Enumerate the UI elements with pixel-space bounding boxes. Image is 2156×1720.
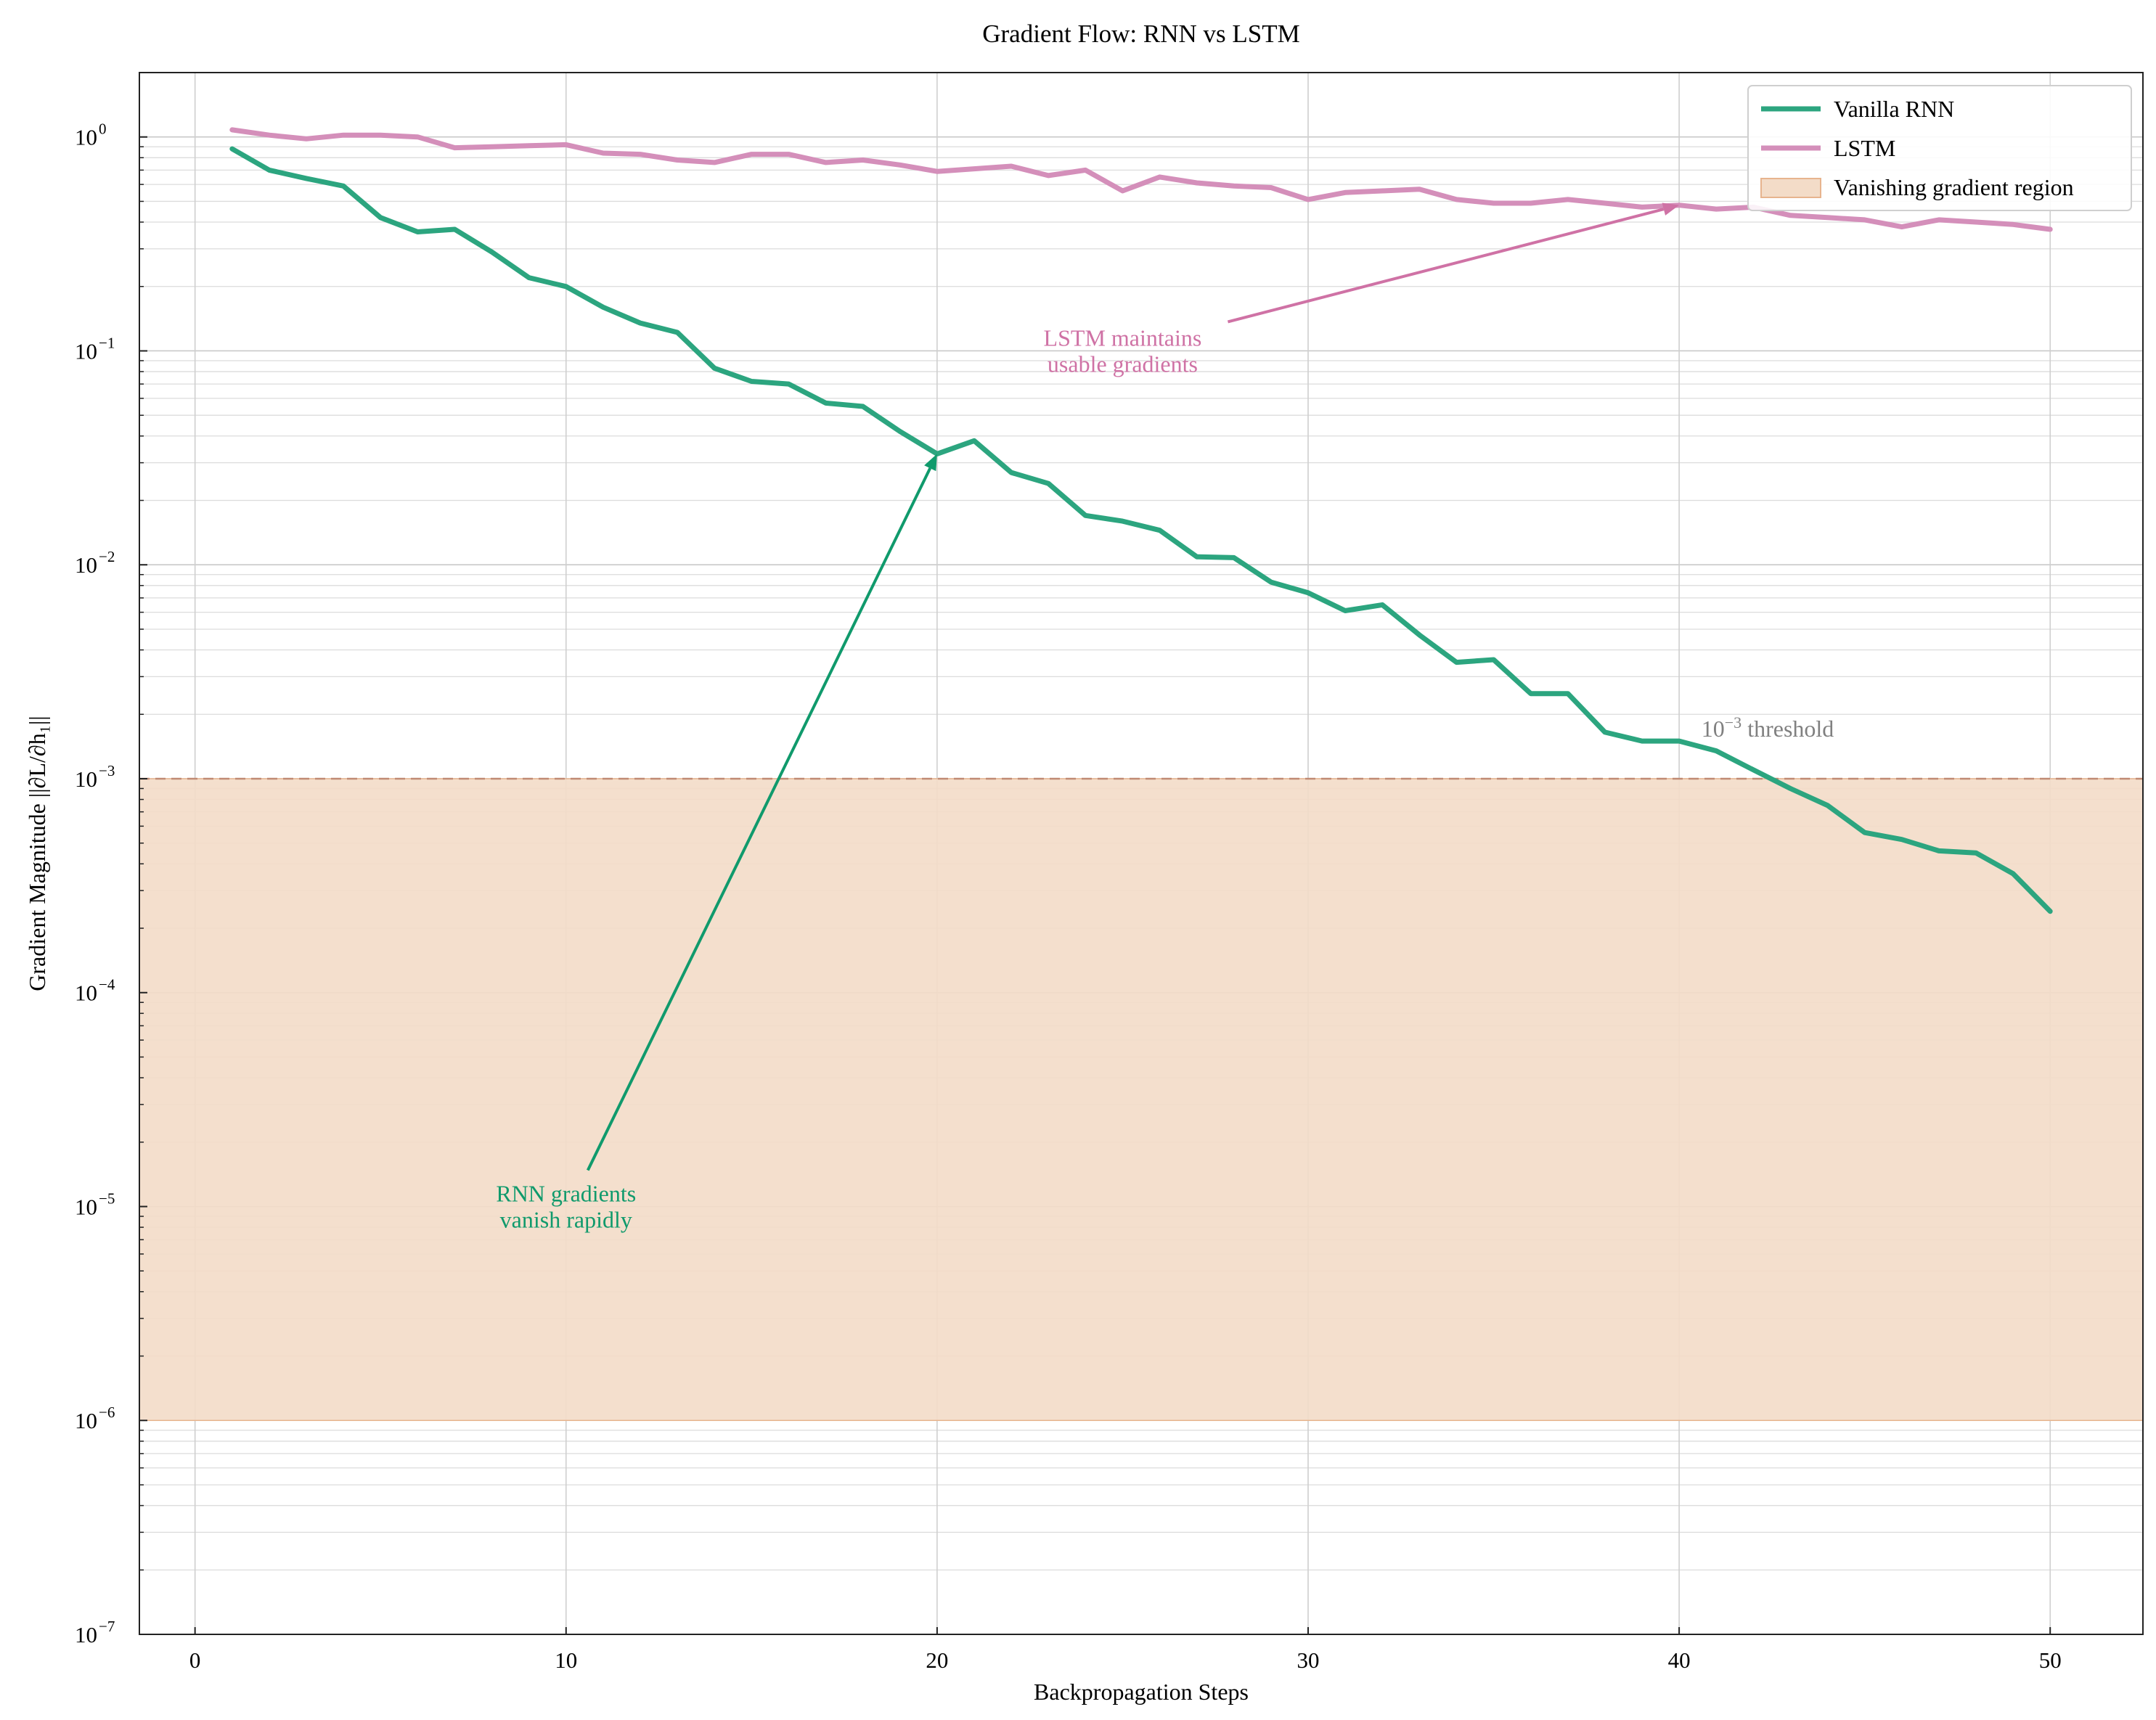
series-line-lstm xyxy=(229,127,2053,232)
annotation-rnn-text: RNN gradients xyxy=(496,1180,636,1206)
x-tick-label: 40 xyxy=(1668,1647,1691,1673)
annotation-lstm-arrow xyxy=(1227,208,1665,324)
y-tick-label: 10 xyxy=(75,338,97,364)
y-tick-label-exponent: −2 xyxy=(99,548,115,565)
y-tick-label: 10 xyxy=(75,766,97,792)
plot-frame xyxy=(139,72,2144,1635)
annotation-rnn-arrow xyxy=(586,467,932,1171)
y-tick-label-exponent: −5 xyxy=(99,1189,115,1207)
threshold-label: 10−3 threshold xyxy=(1702,713,1834,742)
x-tick-label: 20 xyxy=(926,1647,948,1673)
y-tick-label: 10 xyxy=(75,552,97,578)
vanishing-gradient-region xyxy=(139,778,2144,1421)
y-tick-label-exponent: −3 xyxy=(99,762,115,779)
legend-box xyxy=(1747,85,2132,211)
x-tick-label: 50 xyxy=(2039,1647,2062,1673)
y-axis-label: Gradient Magnitude ||∂L/∂h₁|| xyxy=(24,716,50,991)
x-axis-label: Backpropagation Steps xyxy=(1034,1679,1249,1705)
y-tick-label-exponent: −7 xyxy=(99,1618,115,1635)
series-line-vanilla-rnn xyxy=(229,146,2053,914)
y-tick-label: 10 xyxy=(75,1622,97,1647)
legend-label-lstm: LSTM xyxy=(1834,135,1895,161)
y-tick-label: 10 xyxy=(75,1408,97,1433)
annotation-rnn-text: vanish rapidly xyxy=(500,1206,632,1232)
y-tick-label-exponent: −1 xyxy=(99,334,115,351)
y-tick-label: 10 xyxy=(75,125,97,150)
vanishing-region-layer: 10−3 threshold xyxy=(139,713,2144,1421)
chart-title: Gradient Flow: RNN vs LSTM xyxy=(982,20,1300,48)
legend: Vanilla RNN LSTM Vanishing gradient region xyxy=(1747,85,2132,211)
annotation-lstm-arrowhead xyxy=(1662,202,1680,216)
y-tick-label: 10 xyxy=(75,1194,97,1219)
annotation-rnn-arrowhead xyxy=(924,454,937,472)
y-tick-label-exponent: 0 xyxy=(99,120,107,138)
legend-label-vanishing-region: Vanishing gradient region xyxy=(1834,174,2074,200)
legend-swatch-vanishing-region xyxy=(1760,178,1821,198)
y-tick-label-exponent: −4 xyxy=(99,976,115,994)
legend-label-vanilla-rnn: Vanilla RNN xyxy=(1834,96,1954,122)
x-tick-label: 10 xyxy=(555,1647,577,1673)
annotation-lstm-text: LSTM maintains xyxy=(1044,324,1202,351)
series-layer xyxy=(229,127,2053,914)
y-tick-label-exponent: −6 xyxy=(99,1404,115,1421)
x-tick-label: 30 xyxy=(1297,1647,1320,1673)
y-tick-label: 10 xyxy=(75,980,97,1006)
x-tick-label: 0 xyxy=(189,1647,201,1673)
annotation-lstm-text: usable gradients xyxy=(1048,351,1198,377)
